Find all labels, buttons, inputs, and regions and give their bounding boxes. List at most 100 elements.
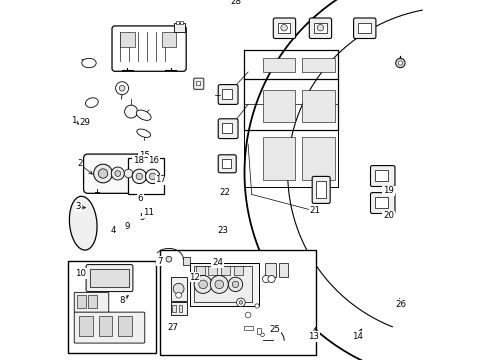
FancyBboxPatch shape (353, 18, 375, 39)
Text: 15: 15 (139, 151, 150, 160)
Text: 29: 29 (80, 118, 90, 127)
Circle shape (228, 277, 242, 292)
Circle shape (397, 61, 402, 65)
Text: 8: 8 (119, 296, 124, 305)
Ellipse shape (137, 129, 150, 138)
Text: 13: 13 (307, 332, 319, 341)
Bar (89, 269, 129, 287)
Bar (278, 263, 287, 277)
Circle shape (137, 152, 146, 161)
FancyBboxPatch shape (112, 26, 186, 71)
Bar (160, 250, 316, 355)
Text: 1: 1 (71, 116, 76, 125)
FancyBboxPatch shape (218, 85, 238, 104)
Text: 11: 11 (142, 208, 154, 217)
Bar (196, 81, 200, 85)
Text: 14: 14 (352, 332, 363, 341)
Circle shape (166, 256, 171, 262)
Bar (178, 305, 182, 312)
Circle shape (317, 24, 323, 31)
FancyBboxPatch shape (83, 154, 151, 193)
Circle shape (158, 177, 162, 181)
Bar (233, 266, 242, 275)
Circle shape (232, 281, 238, 288)
Ellipse shape (69, 196, 97, 250)
Text: 21: 21 (308, 206, 320, 215)
Circle shape (280, 24, 287, 31)
Bar (77, 295, 86, 308)
Bar (174, 23, 185, 32)
Text: 25: 25 (269, 325, 280, 334)
Bar (222, 89, 232, 99)
Bar (99, 316, 112, 336)
Circle shape (111, 167, 124, 180)
Ellipse shape (81, 58, 96, 68)
Bar (179, 21, 182, 24)
Circle shape (98, 169, 107, 178)
Bar (79, 316, 92, 336)
Circle shape (156, 175, 163, 183)
Bar (221, 266, 230, 275)
FancyBboxPatch shape (218, 155, 236, 173)
Text: 28: 28 (229, 0, 241, 6)
FancyBboxPatch shape (193, 78, 203, 89)
Bar (262, 58, 294, 72)
Bar (358, 23, 370, 33)
Bar (374, 170, 387, 181)
Bar (314, 23, 326, 33)
Bar (244, 326, 253, 330)
Bar (176, 21, 179, 24)
FancyBboxPatch shape (273, 18, 295, 39)
Bar (222, 123, 232, 133)
Text: 7: 7 (157, 256, 163, 266)
Circle shape (115, 82, 128, 95)
FancyBboxPatch shape (74, 292, 108, 312)
Circle shape (260, 333, 264, 337)
Text: 20: 20 (382, 211, 393, 220)
Bar (262, 137, 294, 180)
Circle shape (267, 275, 275, 283)
FancyBboxPatch shape (309, 18, 331, 39)
Circle shape (199, 280, 207, 289)
Circle shape (132, 169, 146, 184)
Bar (127, 158, 163, 194)
FancyBboxPatch shape (311, 176, 329, 203)
Bar (374, 197, 387, 208)
Circle shape (236, 298, 244, 307)
Circle shape (194, 275, 212, 293)
Bar (172, 305, 176, 312)
Circle shape (239, 301, 242, 304)
Text: 6: 6 (137, 194, 142, 202)
Bar (120, 32, 134, 47)
Bar (302, 137, 334, 180)
FancyBboxPatch shape (74, 312, 144, 343)
Text: 4: 4 (110, 226, 116, 235)
Circle shape (244, 312, 250, 318)
Bar (88, 295, 97, 308)
Bar (183, 257, 189, 265)
Bar (316, 181, 325, 198)
Ellipse shape (85, 98, 98, 107)
Circle shape (94, 164, 112, 183)
Circle shape (119, 85, 125, 91)
Bar (302, 90, 334, 122)
FancyBboxPatch shape (86, 265, 133, 292)
Circle shape (175, 292, 181, 298)
Bar (265, 263, 276, 277)
Bar (257, 328, 260, 334)
Circle shape (173, 283, 183, 294)
Text: 9: 9 (124, 222, 130, 231)
Circle shape (140, 154, 144, 159)
Bar (118, 316, 132, 336)
Text: 18: 18 (133, 156, 143, 165)
Circle shape (115, 171, 121, 176)
Text: 19: 19 (382, 186, 393, 195)
Circle shape (124, 169, 133, 178)
Text: 26: 26 (395, 300, 406, 309)
FancyBboxPatch shape (370, 166, 394, 186)
Ellipse shape (136, 110, 151, 120)
Bar (222, 159, 230, 168)
Text: 17: 17 (155, 175, 166, 184)
Text: 24: 24 (212, 258, 223, 267)
Bar (162, 32, 176, 47)
